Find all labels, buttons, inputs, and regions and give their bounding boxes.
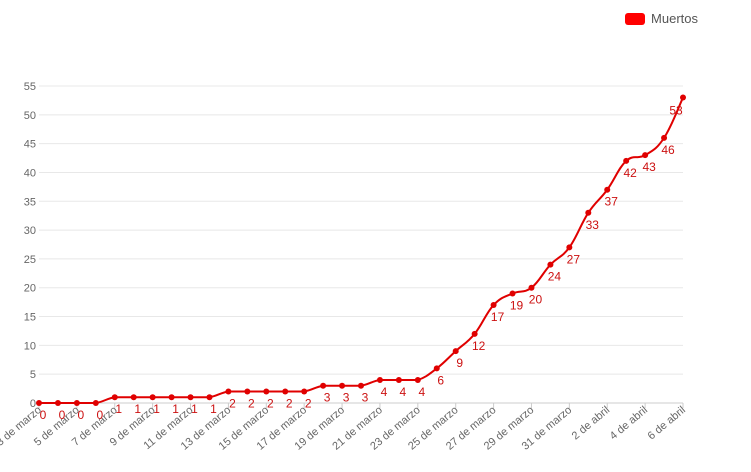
data-point[interactable] xyxy=(54,400,61,406)
data-point[interactable] xyxy=(452,348,459,355)
data-label: 1 xyxy=(153,402,160,416)
data-point[interactable] xyxy=(547,261,554,268)
data-point[interactable] xyxy=(680,94,686,101)
data-label: 4 xyxy=(381,385,388,399)
data-point[interactable] xyxy=(187,394,194,401)
data-label: 12 xyxy=(472,339,486,353)
data-label: 1 xyxy=(115,402,122,416)
y-tick-label: 15 xyxy=(24,312,36,324)
data-point[interactable] xyxy=(339,382,346,389)
data-point[interactable] xyxy=(73,400,80,406)
data-label: 2 xyxy=(229,396,236,410)
data-label: 0 xyxy=(96,408,103,422)
y-tick-label: 5 xyxy=(30,369,36,381)
data-label: 46 xyxy=(661,143,675,157)
data-label: 0 xyxy=(78,408,85,422)
data-label: 1 xyxy=(134,402,141,416)
y-tick-label: 50 xyxy=(24,110,36,122)
y-tick-label: 40 xyxy=(24,167,36,179)
data-label: 17 xyxy=(491,310,505,324)
x-tick-label: 2 de abril xyxy=(570,404,612,442)
y-tick-label: 0 xyxy=(30,398,36,410)
data-point[interactable] xyxy=(528,284,535,291)
data-point[interactable] xyxy=(395,376,402,383)
data-label: 42 xyxy=(623,166,637,180)
data-point[interactable] xyxy=(130,394,137,401)
data-point[interactable] xyxy=(168,394,175,401)
data-point[interactable] xyxy=(92,400,99,406)
data-point[interactable] xyxy=(282,388,289,395)
legend[interactable]: Muertos xyxy=(625,11,698,27)
data-point[interactable] xyxy=(320,382,327,389)
data-point[interactable] xyxy=(471,330,478,337)
y-tick-label: 25 xyxy=(24,254,36,266)
data-label: 1 xyxy=(172,402,179,416)
data-point[interactable] xyxy=(661,134,668,141)
data-point[interactable] xyxy=(301,388,308,395)
data-label: 3 xyxy=(343,391,350,405)
x-tick-label: 4 de abril xyxy=(608,404,650,442)
data-label: 4 xyxy=(400,385,407,399)
data-point[interactable] xyxy=(263,388,270,395)
data-point[interactable] xyxy=(509,290,516,297)
data-point[interactable] xyxy=(433,365,440,372)
data-point[interactable] xyxy=(604,186,611,193)
data-label: 27 xyxy=(567,252,581,266)
data-point[interactable] xyxy=(376,376,383,383)
data-point[interactable] xyxy=(490,302,497,309)
y-tick-label: 45 xyxy=(24,139,36,151)
data-point[interactable] xyxy=(566,244,573,251)
data-label: 19 xyxy=(510,298,524,312)
data-point[interactable] xyxy=(244,388,251,395)
y-tick-label: 30 xyxy=(24,225,36,237)
data-label: 53 xyxy=(669,104,683,118)
data-point[interactable] xyxy=(36,400,42,406)
data-label: 9 xyxy=(456,356,463,370)
y-tick-label: 20 xyxy=(24,283,36,295)
data-label: 2 xyxy=(267,396,274,410)
data-label: 6 xyxy=(437,373,444,387)
data-label: 3 xyxy=(324,391,331,405)
data-label: 2 xyxy=(248,396,255,410)
data-label: 24 xyxy=(548,270,562,284)
legend-label: Muertos xyxy=(651,11,698,26)
data-label: 0 xyxy=(59,408,66,422)
data-label: 37 xyxy=(605,195,619,209)
x-tick-label: 6 de abril xyxy=(646,404,688,442)
legend-swatch xyxy=(625,13,646,25)
data-label: 1 xyxy=(191,402,198,416)
data-label: 4 xyxy=(418,385,425,399)
data-point[interactable] xyxy=(623,157,630,164)
data-point[interactable] xyxy=(111,394,118,401)
data-point[interactable] xyxy=(358,382,364,389)
data-point[interactable] xyxy=(225,388,232,395)
data-label: 3 xyxy=(362,391,369,405)
data-label: 43 xyxy=(642,160,656,174)
data-point[interactable] xyxy=(414,376,421,383)
y-tick-label: 55 xyxy=(24,81,36,93)
y-tick-label: 35 xyxy=(24,196,36,208)
data-point[interactable] xyxy=(206,394,213,401)
data-point[interactable] xyxy=(585,209,592,216)
data-point[interactable] xyxy=(149,394,156,401)
data-label: 0 xyxy=(40,408,47,422)
data-label: 33 xyxy=(586,218,600,232)
y-tick-label: 10 xyxy=(24,340,36,352)
data-label: 1 xyxy=(210,402,217,416)
data-label: 2 xyxy=(305,396,312,410)
data-label: 20 xyxy=(529,293,543,307)
data-label: 2 xyxy=(286,396,293,410)
data-point[interactable] xyxy=(642,152,649,159)
